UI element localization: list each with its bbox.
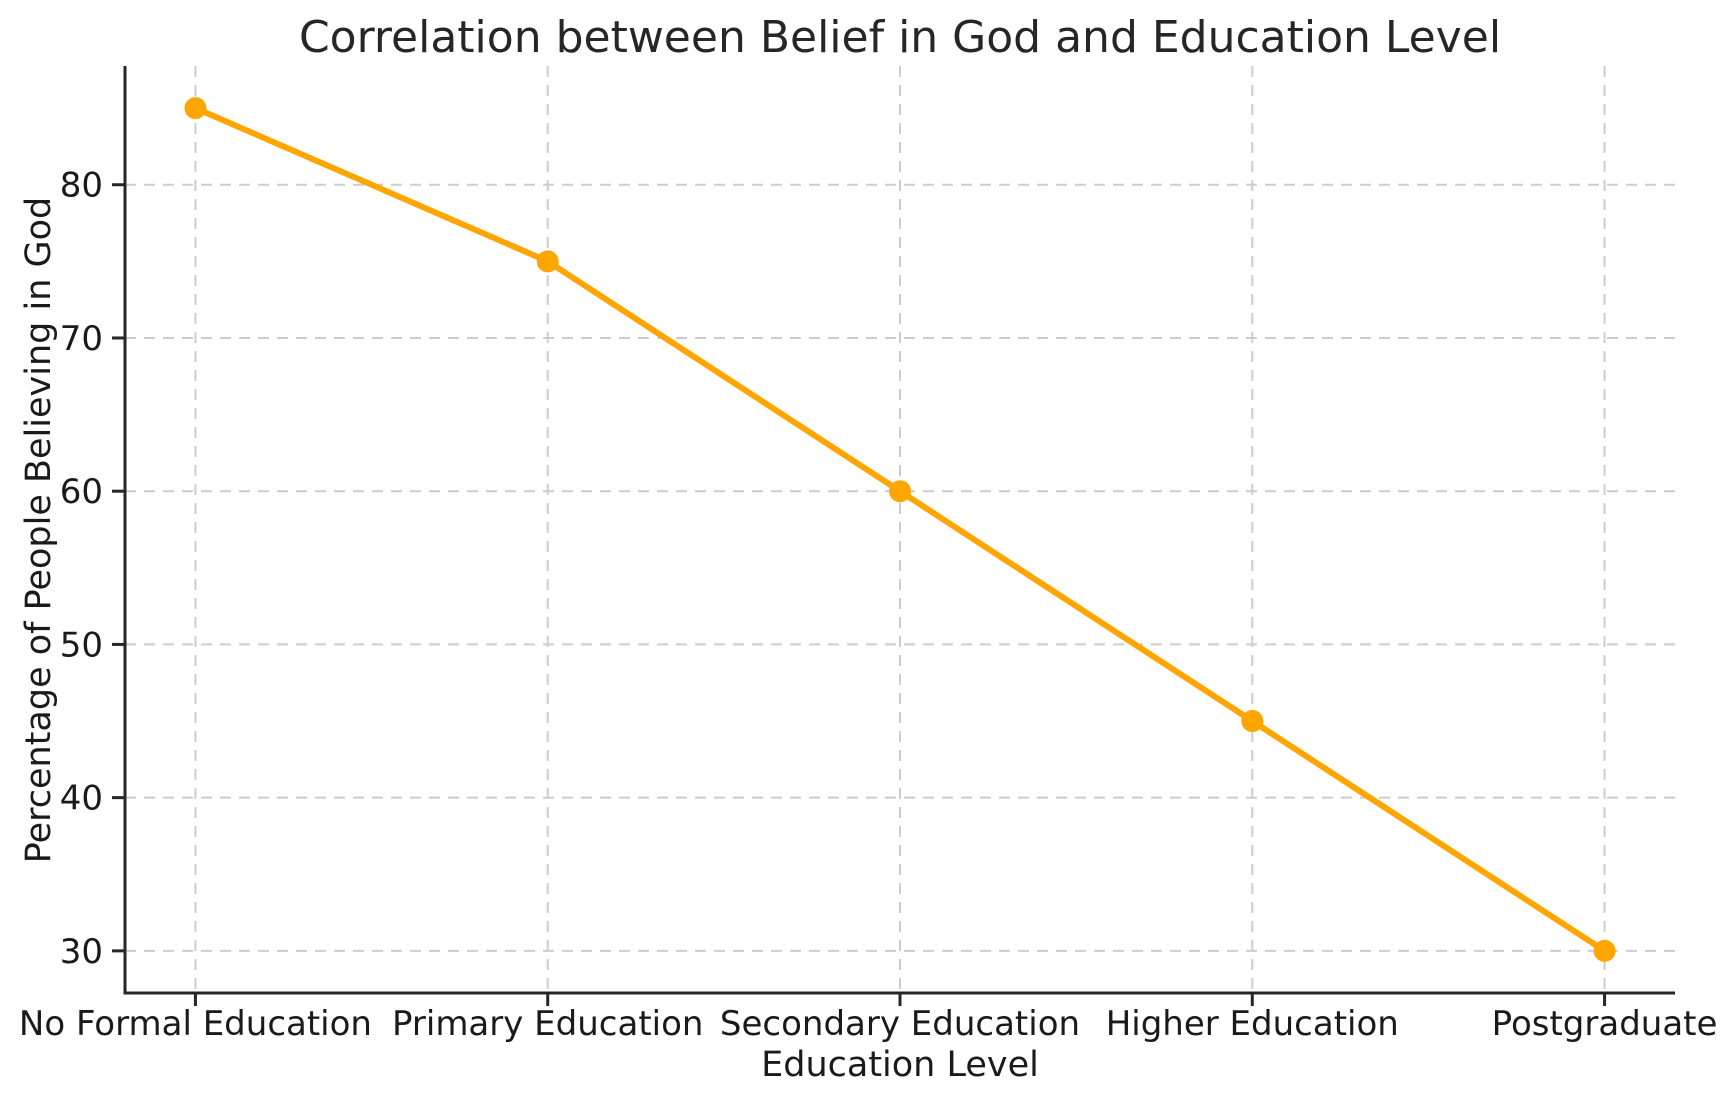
- x-tick-label: No Formal Education: [19, 1004, 372, 1044]
- x-tick-label: Higher Education: [1106, 1004, 1399, 1044]
- x-tick-label: Primary Education: [392, 1004, 703, 1044]
- data-point: [1241, 710, 1264, 733]
- data-point: [889, 480, 911, 503]
- y-axis-label: Percentage of People Believing in God: [19, 197, 59, 864]
- data-point: [1593, 939, 1616, 962]
- tick-labels: 30 40 50 60 70 80 No Formal Education Primary E…: [19, 166, 1717, 1044]
- data-point: [536, 250, 559, 273]
- data-point: [184, 97, 207, 120]
- chart-title: Correlation between Belief in God and Ed…: [299, 12, 1501, 63]
- x-tick-label: Secondary Education: [720, 1004, 1080, 1044]
- y-tick-label: 30: [60, 932, 103, 972]
- x-tick-label: Postgraduate: [1492, 1004, 1718, 1044]
- axes: [112, 66, 1675, 1006]
- y-tick-label: 70: [60, 319, 103, 359]
- data-series: [184, 97, 1616, 962]
- y-tick-label: 80: [60, 166, 103, 206]
- gridlines: [125, 66, 1675, 993]
- y-tick-label: 50: [60, 625, 103, 665]
- x-axis-label: Education Level: [761, 1045, 1039, 1085]
- y-tick-label: 40: [60, 779, 103, 819]
- y-tick-label: 60: [60, 472, 103, 512]
